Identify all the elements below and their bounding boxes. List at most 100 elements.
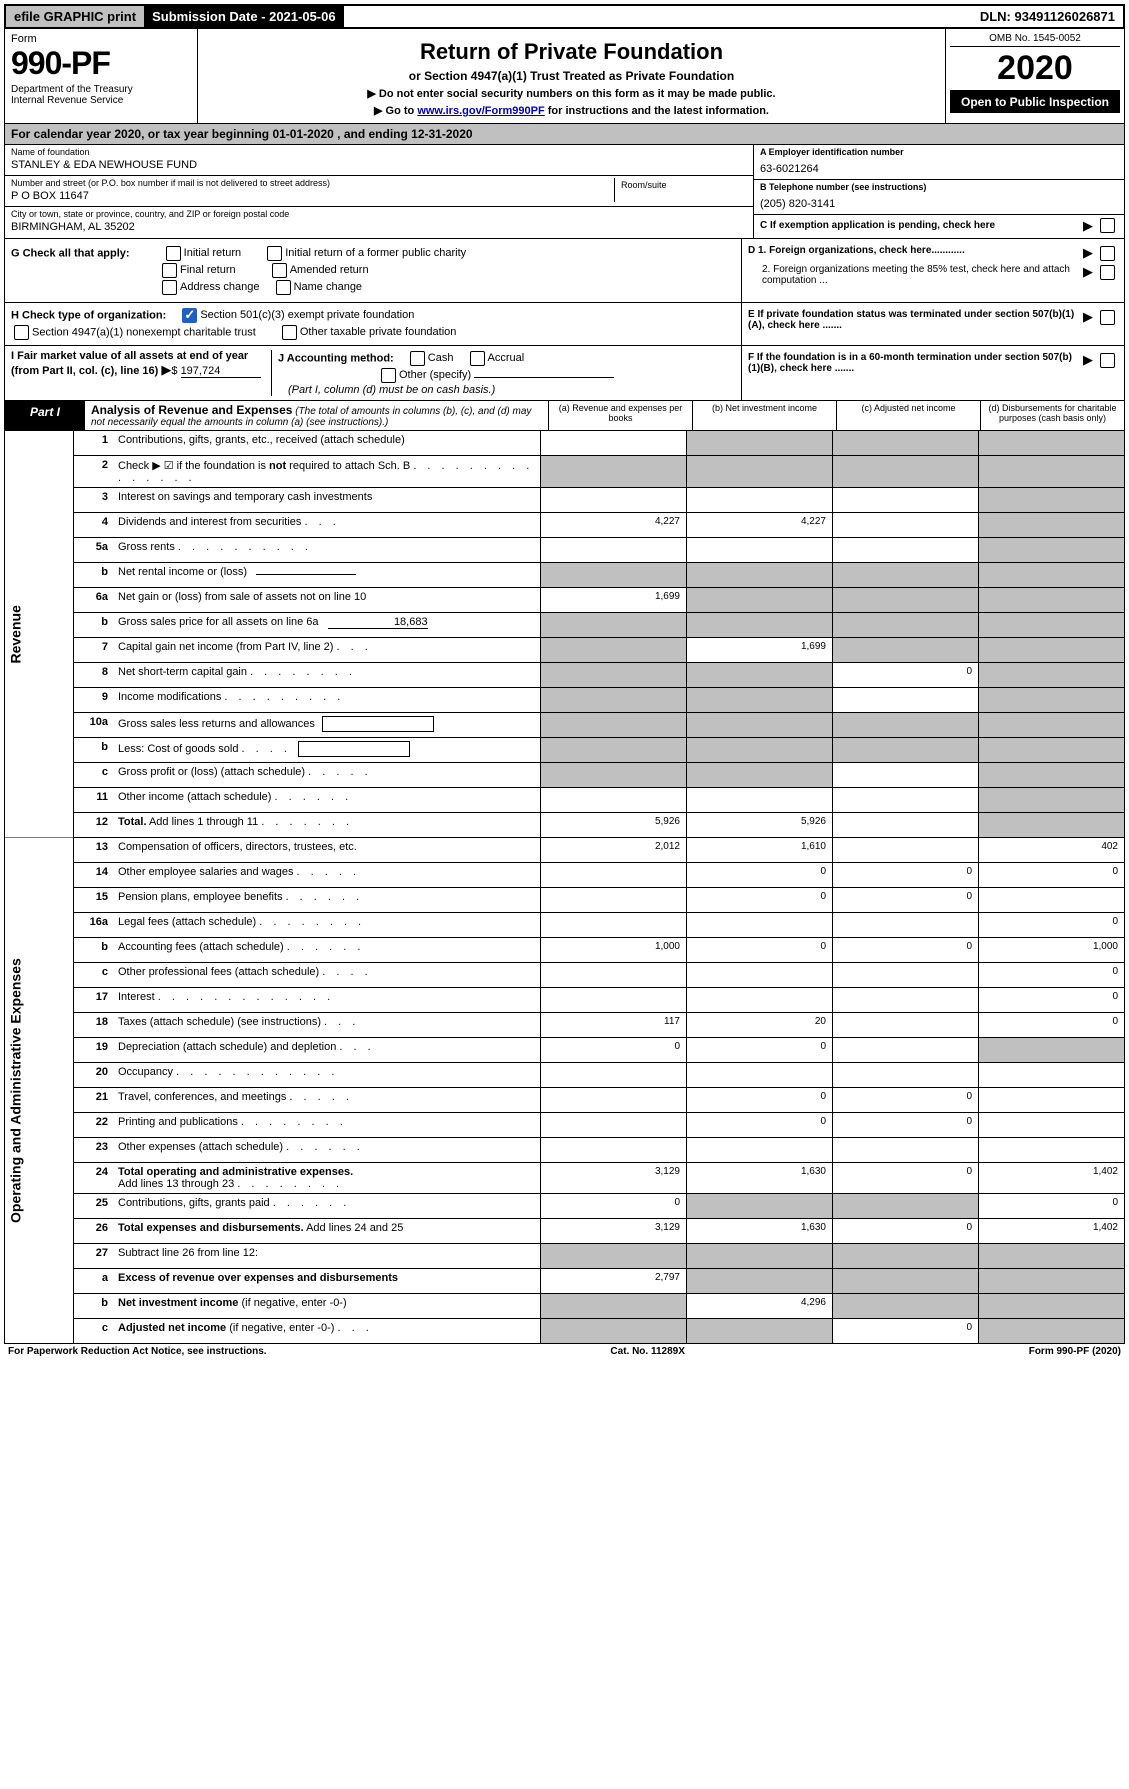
table-row: bNet investment income (if negative, ent… bbox=[5, 1294, 1125, 1319]
cell-grey bbox=[979, 563, 1125, 588]
table-row: 25Contributions, gifts, grants paid . . … bbox=[5, 1194, 1125, 1219]
cell-value: 1,630 bbox=[687, 1219, 833, 1244]
cell-grey bbox=[687, 1319, 833, 1344]
line-desc: Taxes (attach schedule) (see instruction… bbox=[114, 1013, 541, 1038]
cell-value: 0 bbox=[833, 888, 979, 913]
table-row: 4Dividends and interest from securities … bbox=[5, 513, 1125, 538]
cell-value: 0 bbox=[833, 1219, 979, 1244]
cell-grey bbox=[541, 663, 687, 688]
line-number: 16a bbox=[74, 913, 115, 938]
cell-value: 0 bbox=[687, 863, 833, 888]
cell-value bbox=[541, 431, 687, 456]
cell-grey bbox=[541, 1294, 687, 1319]
checkbox-other-taxable[interactable] bbox=[282, 325, 297, 340]
checkbox-name-change[interactable] bbox=[276, 280, 291, 295]
cell-value: 0 bbox=[979, 913, 1125, 938]
col-d-head: (d) Disbursements for charitable purpose… bbox=[980, 401, 1124, 430]
foundation-info: Name of foundation STANLEY & EDA NEWHOUS… bbox=[4, 145, 1125, 239]
cell-value bbox=[833, 1013, 979, 1038]
header-left: Form 990-PF Department of the Treasury I… bbox=[5, 29, 198, 123]
table-row: 21Travel, conferences, and meetings . . … bbox=[5, 1088, 1125, 1113]
line-desc: Net gain or (loss) from sale of assets n… bbox=[114, 588, 541, 613]
cell-grey bbox=[833, 738, 979, 763]
line-desc: Subtract line 26 from line 12: bbox=[114, 1244, 541, 1269]
footer-left: For Paperwork Reduction Act Notice, see … bbox=[8, 1346, 267, 1357]
section-g-d: G Check all that apply: Initial return I… bbox=[4, 239, 1125, 303]
cell-value bbox=[541, 788, 687, 813]
cell-value: 4,227 bbox=[541, 513, 687, 538]
checkbox-amended[interactable] bbox=[272, 263, 287, 278]
table-row: bGross sales price for all assets on lin… bbox=[5, 613, 1125, 638]
checkbox-cash[interactable] bbox=[410, 351, 425, 366]
table-row: 5aGross rents . . . . . . . . . . bbox=[5, 538, 1125, 563]
line-number: 2 bbox=[74, 456, 115, 488]
line-desc: Gross sales less returns and allowances bbox=[114, 713, 541, 738]
cell-value: 0 bbox=[833, 663, 979, 688]
cell-value bbox=[687, 1063, 833, 1088]
line-desc: Legal fees (attach schedule) . . . . . .… bbox=[114, 913, 541, 938]
tax-year: 2020 bbox=[950, 47, 1120, 91]
cell-value bbox=[833, 763, 979, 788]
checkbox-initial-return[interactable] bbox=[166, 246, 181, 261]
cell-grey bbox=[541, 613, 687, 638]
cell-value: 1,402 bbox=[979, 1219, 1125, 1244]
form-link[interactable]: www.irs.gov/Form990PF bbox=[417, 105, 544, 117]
line-number: 8 bbox=[74, 663, 115, 688]
checkbox-e[interactable] bbox=[1100, 310, 1115, 325]
cell-value bbox=[687, 788, 833, 813]
page-footer: For Paperwork Reduction Act Notice, see … bbox=[4, 1344, 1125, 1359]
table-row: 2Check ▶ ☑ if the foundation is not requ… bbox=[5, 456, 1125, 488]
cell-grey bbox=[979, 788, 1125, 813]
checkbox-d1[interactable] bbox=[1100, 246, 1115, 261]
cell-value bbox=[687, 488, 833, 513]
foundation-city: BIRMINGHAM, AL 35202 bbox=[11, 219, 747, 233]
line-number: 13 bbox=[74, 838, 115, 863]
cell-value: 0 bbox=[979, 1013, 1125, 1038]
form-word: Form bbox=[11, 33, 191, 45]
checkbox-initial-former[interactable] bbox=[267, 246, 282, 261]
checkbox-4947[interactable] bbox=[14, 325, 29, 340]
cell-value bbox=[541, 913, 687, 938]
checkbox-501c3[interactable] bbox=[182, 308, 197, 323]
cell-value: 0 bbox=[833, 1163, 979, 1194]
cell-grey bbox=[833, 588, 979, 613]
cell-grey bbox=[687, 1244, 833, 1269]
line-number: b bbox=[74, 563, 115, 588]
line-number: 21 bbox=[74, 1088, 115, 1113]
name-cell: Name of foundation STANLEY & EDA NEWHOUS… bbox=[5, 145, 753, 176]
checkbox-d2[interactable] bbox=[1100, 265, 1115, 280]
cell-grey bbox=[687, 763, 833, 788]
cell-value bbox=[541, 538, 687, 563]
cell-value bbox=[979, 1063, 1125, 1088]
cell-grey bbox=[979, 663, 1125, 688]
table-row: 3Interest on savings and temporary cash … bbox=[5, 488, 1125, 513]
line-number: 1 bbox=[74, 431, 115, 456]
line-desc: Occupancy . . . . . . . . . . . . bbox=[114, 1063, 541, 1088]
cell-value bbox=[833, 1138, 979, 1163]
checkbox-c[interactable] bbox=[1100, 218, 1115, 233]
cell-grey bbox=[541, 738, 687, 763]
cell-value: 1,699 bbox=[687, 638, 833, 663]
line-desc: Other employee salaries and wages . . . … bbox=[114, 863, 541, 888]
checkbox-address-change[interactable] bbox=[162, 280, 177, 295]
cell-grey bbox=[833, 638, 979, 663]
checkbox-other-method[interactable] bbox=[381, 368, 396, 383]
cell-value bbox=[687, 1138, 833, 1163]
line-desc: Dividends and interest from securities .… bbox=[114, 513, 541, 538]
line-desc: Contributions, gifts, grants paid . . . … bbox=[114, 1194, 541, 1219]
checkbox-accrual[interactable] bbox=[470, 351, 485, 366]
table-row: 17Interest . . . . . . . . . . . . .0 bbox=[5, 988, 1125, 1013]
checkbox-final-return[interactable] bbox=[162, 263, 177, 278]
cell-value: 0 bbox=[687, 888, 833, 913]
line-desc: Net rental income or (loss) bbox=[114, 563, 541, 588]
cell-value: 0 bbox=[833, 1319, 979, 1344]
line-number: 11 bbox=[74, 788, 115, 813]
line-number: b bbox=[74, 1294, 115, 1319]
checkbox-f[interactable] bbox=[1100, 353, 1115, 368]
table-row: bAccounting fees (attach schedule) . . .… bbox=[5, 938, 1125, 963]
cell-value: 2,797 bbox=[541, 1269, 687, 1294]
line-number: 6a bbox=[74, 588, 115, 613]
cell-value bbox=[979, 888, 1125, 913]
cell-value bbox=[541, 888, 687, 913]
table-row: 24Total operating and administrative exp… bbox=[5, 1163, 1125, 1194]
